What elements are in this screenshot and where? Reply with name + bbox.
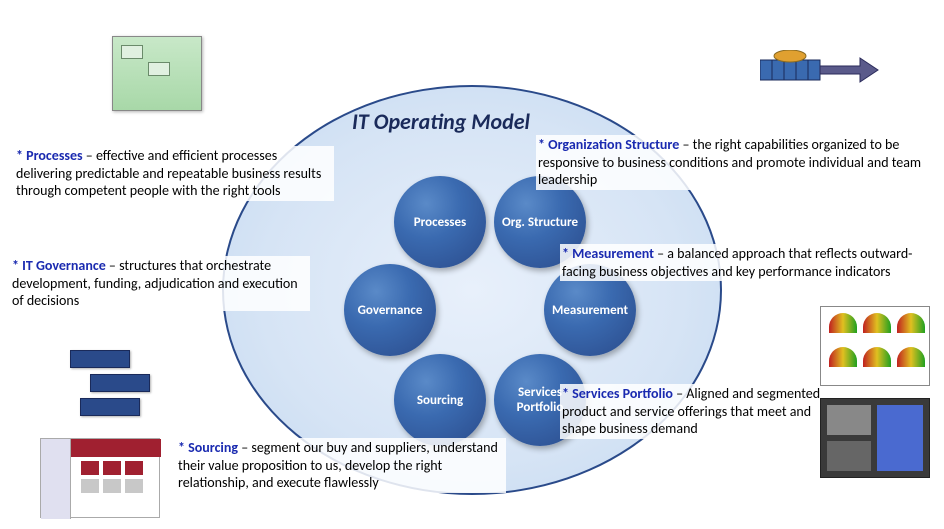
desc-orgstruct: * Organization Structure – the right cap…: [536, 135, 926, 190]
bullet-star: *: [16, 147, 26, 164]
circle-label: Processes: [408, 215, 472, 230]
arrow-icon: [760, 50, 880, 90]
desc-term: Processes: [26, 147, 83, 164]
desc-sourcing: * Sourcing – segment our buy and supplie…: [176, 438, 506, 493]
circle-sourcing: Sourcing: [394, 354, 486, 446]
desc-term: Services Portfolio: [572, 385, 673, 402]
desc-term: Sourcing: [188, 439, 238, 456]
desc-measurement: * Measurement – a balanced approach that…: [560, 244, 935, 281]
table-icon: [40, 438, 160, 518]
bullet-star: *: [562, 245, 572, 262]
desc-sep: –: [238, 439, 251, 456]
circle-label: Org. Structure: [496, 215, 584, 230]
desc-sep: –: [654, 245, 667, 262]
gauges-icon: [820, 306, 930, 386]
portfolio-icon: [820, 398, 930, 478]
desc-term: Organization Structure: [548, 136, 679, 153]
desc-term: Measurement: [572, 245, 654, 262]
desc-processes: * Processes – effective and efficient pr…: [14, 146, 334, 201]
circle-label: Sourcing: [411, 393, 469, 408]
boxes-icon: [60, 350, 160, 420]
arrow-svg: [760, 50, 880, 90]
desc-sep: –: [673, 385, 686, 402]
bullet-star: *: [562, 385, 572, 402]
circle-label: Governance: [352, 303, 429, 318]
desc-governance: * IT Governance – structures that orches…: [10, 256, 310, 311]
circle-label: Measurement: [546, 303, 634, 318]
desc-sep: –: [83, 147, 96, 164]
desc-term: IT Governance: [22, 257, 106, 274]
diagram-title: IT Operating Model: [352, 108, 530, 135]
desc-sep: –: [106, 257, 119, 274]
desc-sep: –: [679, 136, 692, 153]
circle-governance: Governance: [344, 264, 436, 356]
circle-processes: Processes: [394, 176, 486, 268]
bullet-star: *: [178, 439, 188, 456]
desc-services: * Services Portfolio – Aligned and segme…: [560, 384, 840, 439]
bullet-star: *: [12, 257, 22, 274]
bullet-star: *: [538, 136, 548, 153]
flowchart-icon: [112, 36, 202, 111]
